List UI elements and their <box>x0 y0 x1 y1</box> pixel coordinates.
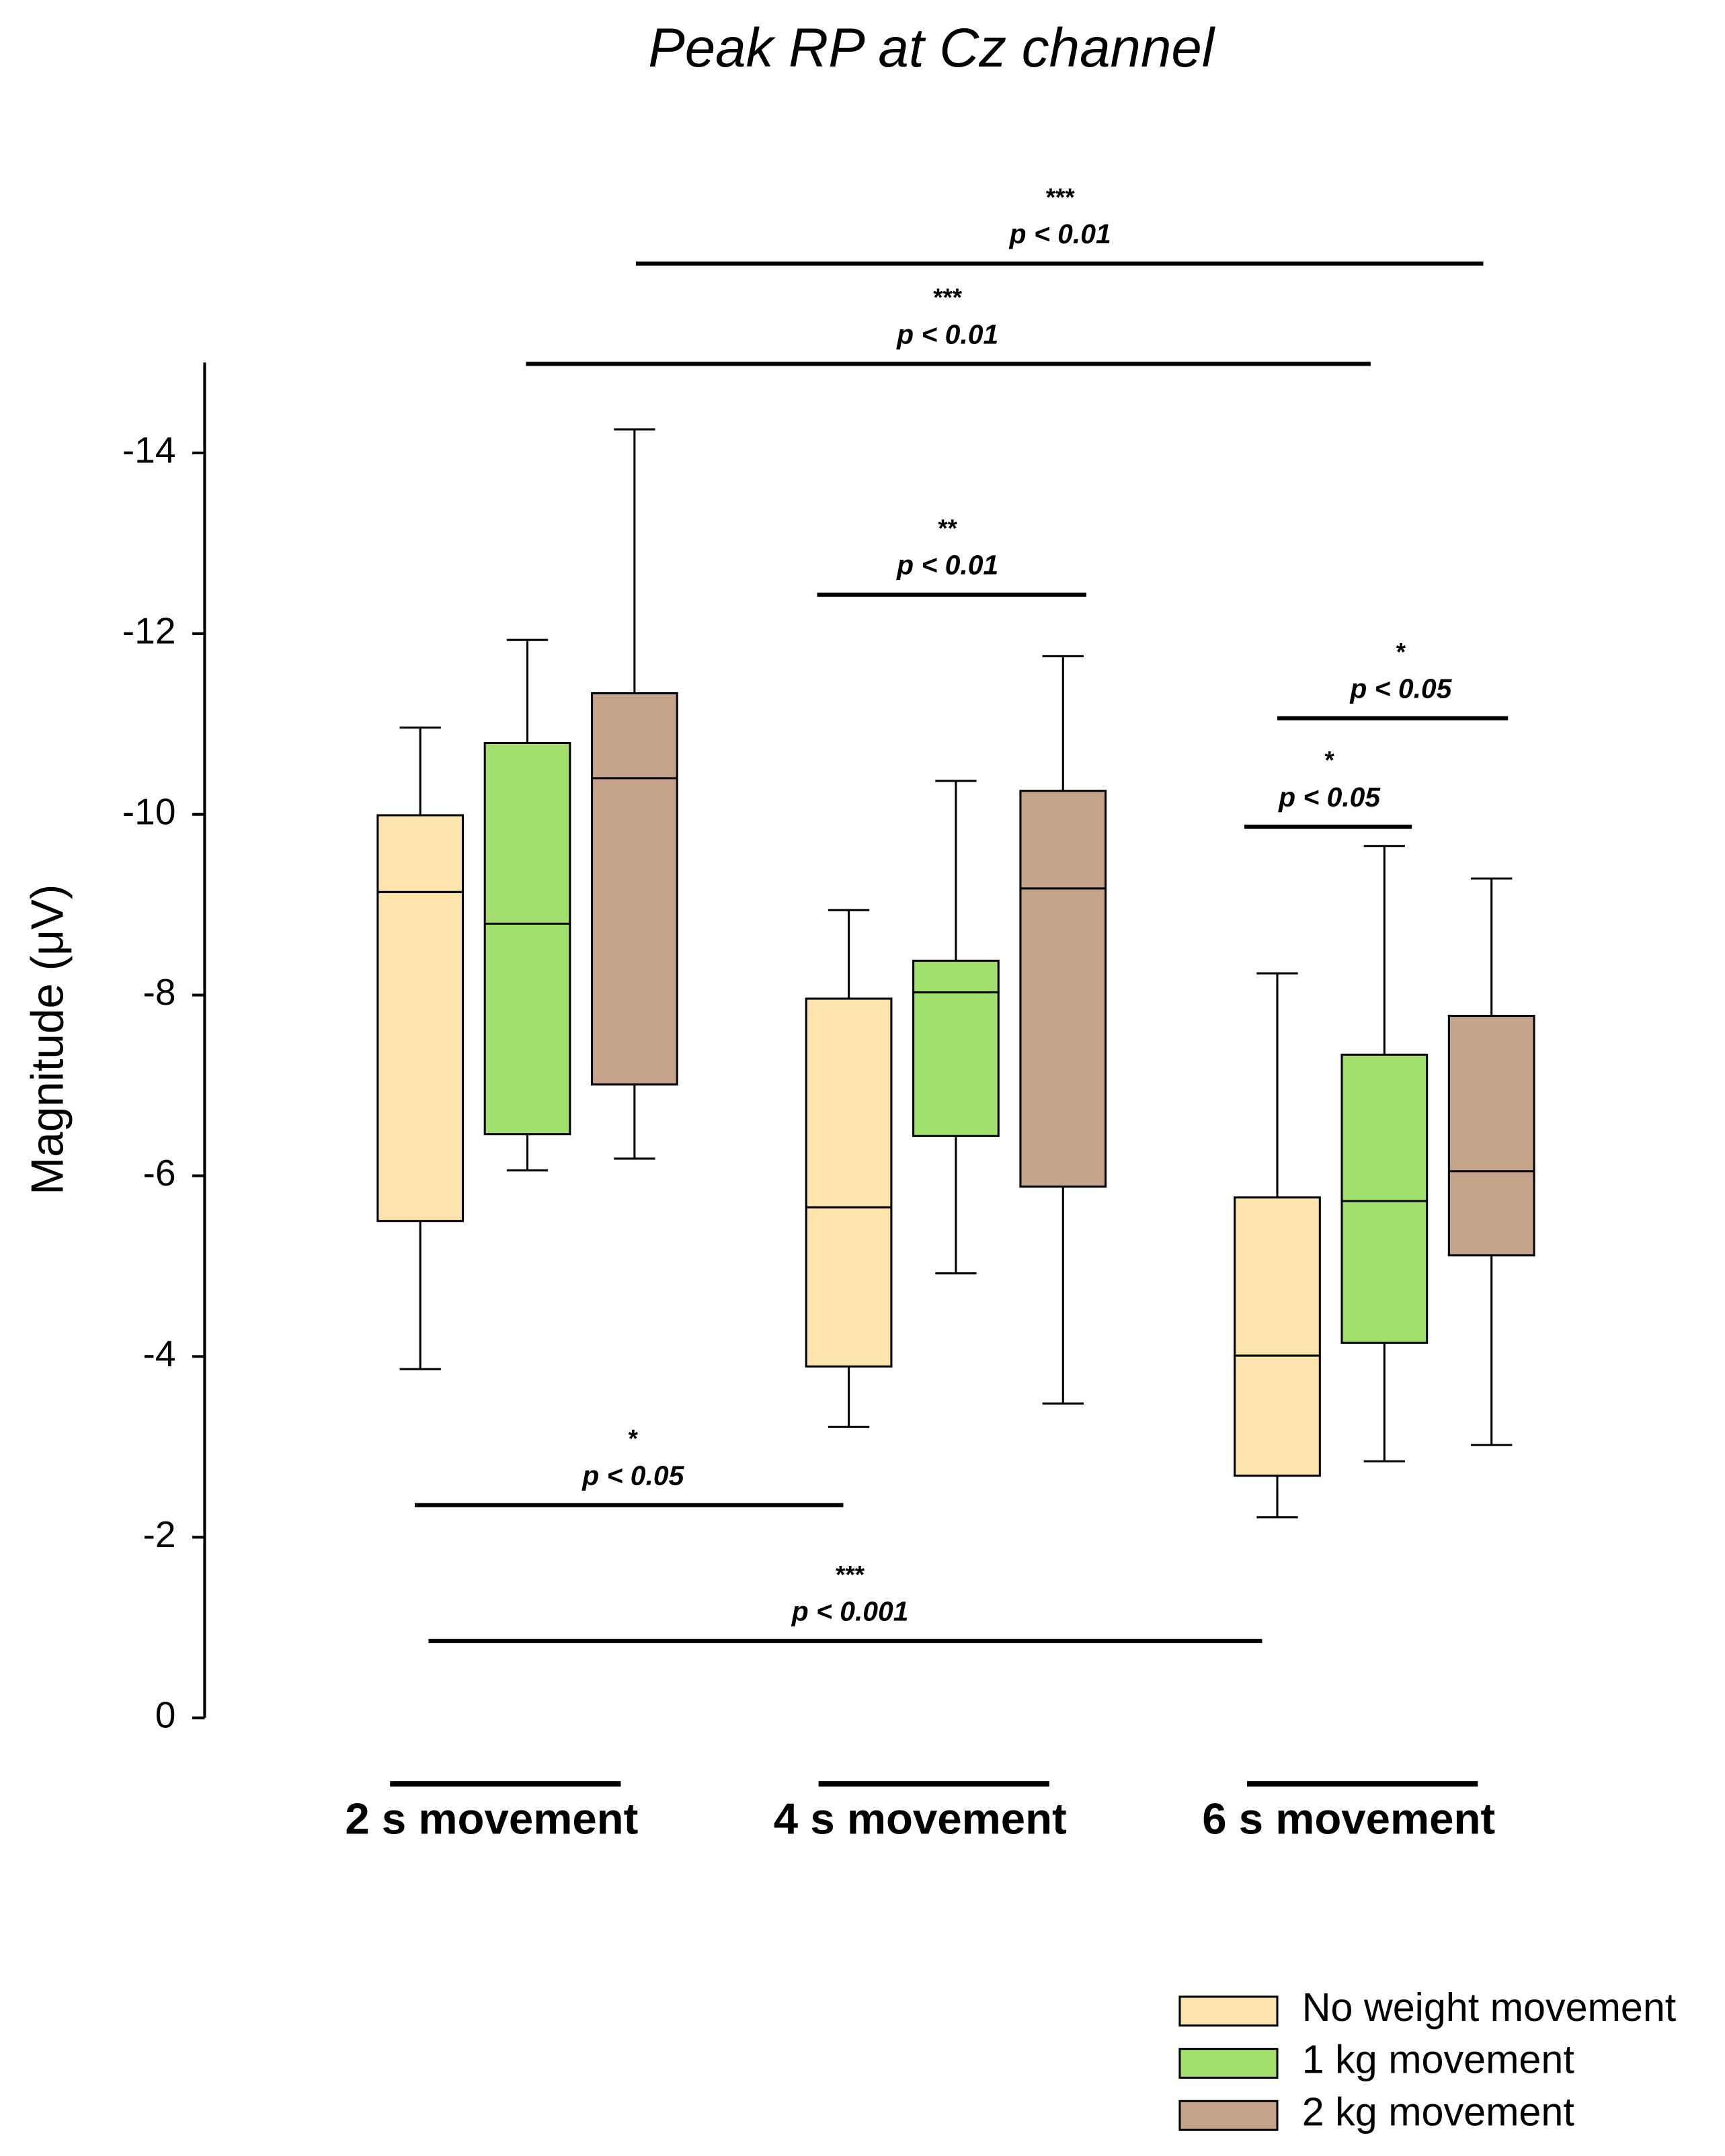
y-tick-label: -14 <box>122 429 176 470</box>
significance-text: p < 0.05 <box>581 1460 684 1491</box>
legend-swatch <box>1178 2048 1279 2079</box>
y-tick-label: -10 <box>122 790 176 832</box>
y-tick-label: -12 <box>122 610 176 651</box>
significance-stars: ** <box>938 514 957 542</box>
significance-stars: * <box>1396 638 1406 665</box>
y-tick-label: -2 <box>143 1514 175 1555</box>
box <box>912 959 1000 1137</box>
y-axis-label: Magnitude (μV) <box>22 884 73 1195</box>
legend-swatch <box>1178 1995 1279 2027</box>
y-tick-label: -8 <box>143 971 175 1013</box>
box <box>1447 1014 1535 1257</box>
legend-label: No weight movement <box>1302 1985 1677 2030</box>
legend-swatch <box>1178 2100 1279 2131</box>
box <box>590 692 678 1086</box>
significance-text: p < 0.05 <box>1349 673 1452 704</box>
significance-text: p < 0.01 <box>896 319 998 349</box>
y-tick-label: -6 <box>143 1152 175 1194</box>
significance-stars: * <box>1324 747 1334 774</box>
significance-stars: * <box>629 1425 639 1452</box>
box <box>805 997 893 1368</box>
x-tick-label: 6 s movement <box>1202 1794 1495 1843</box>
significance-text: p < 0.05 <box>1278 782 1381 813</box>
significance-text: p < 0.01 <box>896 550 998 581</box>
box <box>1019 790 1107 1188</box>
legend-label: 1 kg movement <box>1302 2037 1575 2082</box>
box <box>1340 1053 1429 1344</box>
legend-label: 2 kg movement <box>1302 2089 1575 2134</box>
x-tick-label: 4 s movement <box>774 1794 1067 1843</box>
box <box>483 741 571 1136</box>
x-tick-label: 2 s movement <box>345 1794 638 1843</box>
significance-stars: *** <box>1046 183 1076 211</box>
y-tick-label: 0 <box>155 1694 176 1736</box>
significance-text: p < 0.001 <box>791 1596 909 1627</box>
significance-text: p < 0.01 <box>1009 218 1111 249</box>
y-tick-label: -4 <box>143 1333 175 1374</box>
box <box>376 814 465 1222</box>
chart-title: Peak RP at Cz channel <box>648 17 1215 79</box>
box <box>1234 1196 1321 1477</box>
significance-stars: *** <box>836 1561 865 1588</box>
significance-stars: *** <box>933 284 963 311</box>
